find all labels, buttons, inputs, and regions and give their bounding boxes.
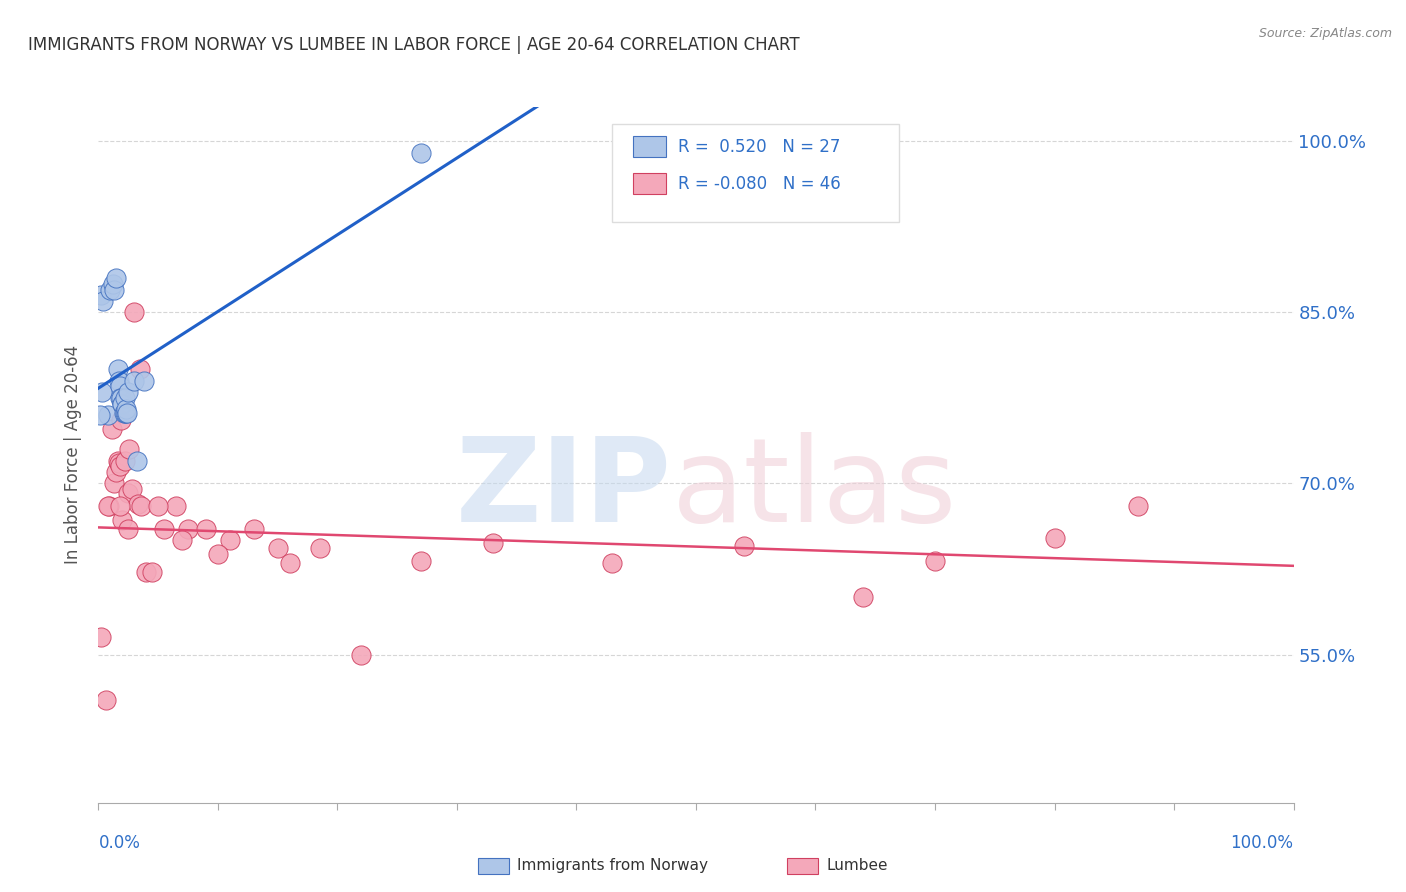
Point xyxy=(110,391,132,405)
Text: IMMIGRANTS FROM NORWAY VS LUMBEE IN LABOR FORCE | AGE 20-64 CORRELATION CHART: IMMIGRANTS FROM NORWAY VS LUMBEE IN LABO… xyxy=(28,36,800,54)
Point xyxy=(107,374,129,388)
Point xyxy=(195,522,218,536)
Point xyxy=(411,554,433,568)
Point xyxy=(108,459,131,474)
Point xyxy=(141,566,163,580)
Point xyxy=(127,497,149,511)
Point xyxy=(129,362,152,376)
Point xyxy=(131,500,153,514)
Point xyxy=(97,500,120,514)
Text: Immigrants from Norway: Immigrants from Norway xyxy=(517,858,709,872)
Point xyxy=(481,535,505,549)
Point xyxy=(110,412,132,426)
Text: ZIP: ZIP xyxy=(456,433,672,547)
Point xyxy=(103,476,125,491)
Point xyxy=(117,485,139,500)
Point xyxy=(107,456,129,470)
Point xyxy=(90,288,112,302)
Text: 100.0%: 100.0% xyxy=(1230,834,1294,852)
Point xyxy=(108,391,131,405)
Point xyxy=(117,522,139,536)
Point xyxy=(132,374,155,388)
Point xyxy=(177,522,200,536)
Point xyxy=(111,396,134,410)
Point xyxy=(94,693,117,707)
Point xyxy=(125,453,148,467)
Point xyxy=(115,406,138,420)
Point xyxy=(107,362,129,376)
Point xyxy=(115,406,138,420)
Text: R = -0.080   N = 46: R = -0.080 N = 46 xyxy=(678,175,841,193)
Point xyxy=(114,453,136,467)
Text: 0.0%: 0.0% xyxy=(98,834,141,852)
Text: atlas: atlas xyxy=(672,433,957,547)
Point xyxy=(121,482,143,496)
Point xyxy=(411,145,433,160)
Bar xyxy=(633,173,666,194)
FancyBboxPatch shape xyxy=(613,124,900,222)
Point xyxy=(172,533,194,548)
Point xyxy=(243,522,266,536)
Point xyxy=(111,513,134,527)
Point xyxy=(111,396,134,410)
Point xyxy=(90,631,112,645)
Y-axis label: In Labor Force | Age 20-64: In Labor Force | Age 20-64 xyxy=(65,345,83,565)
Text: R =  0.520   N = 27: R = 0.520 N = 27 xyxy=(678,137,841,156)
Point xyxy=(89,408,111,422)
Point xyxy=(100,422,122,436)
Bar xyxy=(633,136,666,157)
Point xyxy=(118,442,141,457)
Point xyxy=(148,500,170,514)
Point xyxy=(98,283,122,297)
Point xyxy=(117,385,139,400)
Text: Source: ZipAtlas.com: Source: ZipAtlas.com xyxy=(1258,27,1392,40)
Point xyxy=(98,500,121,514)
Point xyxy=(207,547,229,561)
Point xyxy=(219,533,242,548)
Point xyxy=(733,539,755,553)
Point xyxy=(101,277,124,291)
Point xyxy=(115,402,138,417)
Point xyxy=(165,500,187,514)
Point xyxy=(350,648,373,662)
Point xyxy=(308,541,330,556)
Point xyxy=(105,465,128,479)
Point xyxy=(124,374,146,388)
Point xyxy=(97,408,120,422)
Text: Lumbee: Lumbee xyxy=(827,858,889,872)
Point xyxy=(108,379,131,393)
Point xyxy=(107,453,129,467)
Point xyxy=(267,541,290,556)
Point xyxy=(105,271,128,285)
Point xyxy=(108,500,131,514)
Point xyxy=(1043,531,1066,545)
Point xyxy=(114,406,136,420)
Point xyxy=(852,591,875,605)
Point xyxy=(602,556,624,570)
Point xyxy=(91,293,114,308)
Point xyxy=(1128,500,1150,514)
Point xyxy=(114,391,136,405)
Point xyxy=(278,556,301,570)
Point xyxy=(153,522,176,536)
Point xyxy=(135,566,157,580)
Point xyxy=(91,385,114,400)
Point xyxy=(103,283,125,297)
Point xyxy=(124,305,146,319)
Point xyxy=(924,554,946,568)
Point xyxy=(112,406,135,420)
